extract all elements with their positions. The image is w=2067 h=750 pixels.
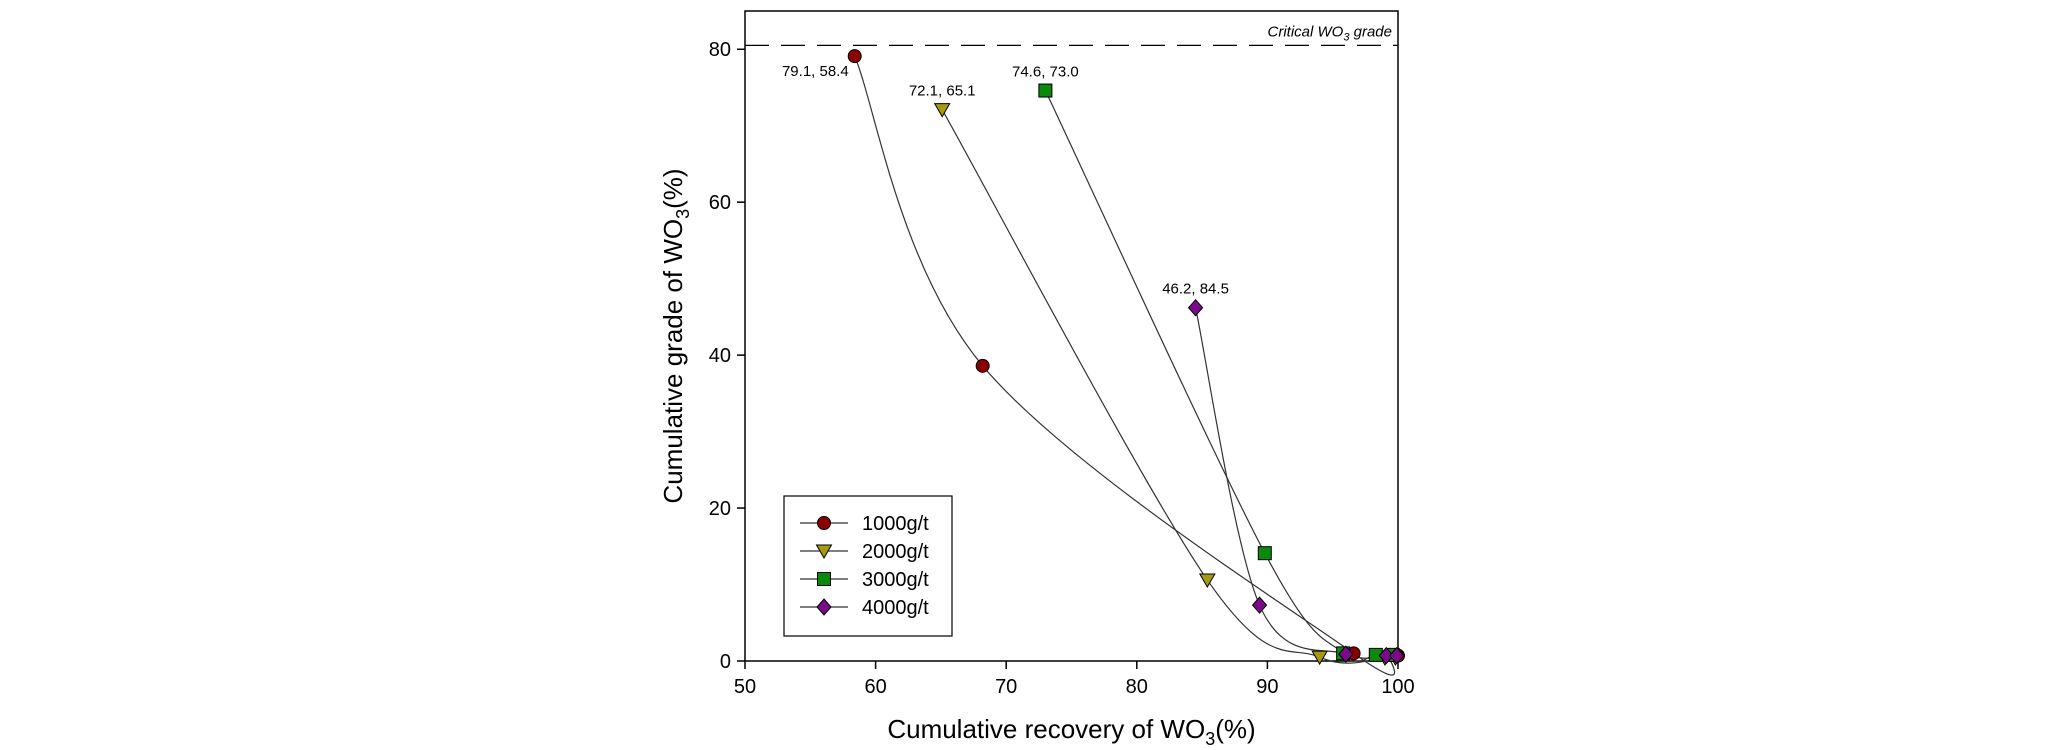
x-tick-label: 100	[1381, 676, 1414, 698]
data-point-4000g/t	[1338, 645, 1354, 663]
legend-marker	[817, 516, 831, 530]
data-point-3000g/t	[1257, 546, 1272, 561]
legend-entry: 2000g/t	[862, 541, 929, 563]
data-point-4000g/t	[1187, 298, 1204, 317]
data-point-4000g/t	[1389, 646, 1405, 665]
series-line-2000g/t	[941, 109, 1396, 664]
y-axis-title: Cumulative grade of WO3(%)	[658, 168, 693, 503]
x-tick-label: 70	[995, 676, 1017, 698]
data-point-1000g/t	[975, 358, 990, 373]
data-point-4000g/t	[1378, 646, 1394, 665]
x-tick-label: 90	[1256, 676, 1278, 698]
data-point-1000g/t	[847, 49, 862, 64]
y-tick-label: 0	[720, 651, 731, 673]
y-tick-label: 60	[709, 192, 731, 214]
critical-grade-label: Critical WO3 grade	[1268, 23, 1393, 43]
x-tick-label: 80	[1126, 676, 1148, 698]
legend-box	[783, 495, 953, 637]
point-annotation: 79.1, 58.4	[782, 63, 849, 80]
point-annotation: 46.2, 84.5	[1162, 281, 1229, 298]
series-markers	[847, 49, 1405, 666]
data-annotations: 79.1, 58.4 72.1, 65.1 74.6, 73.0 46.2, 84.5	[782, 63, 1229, 298]
y-tick-label: 20	[709, 498, 731, 520]
legend-marker	[817, 572, 831, 586]
y-tick-label: 40	[709, 345, 731, 367]
y-tick-label: 80	[709, 39, 731, 61]
legend-marker	[815, 544, 833, 560]
x-axis: 50 60 70 80 90 100	[734, 661, 1415, 698]
data-point-2000g/t	[1311, 650, 1329, 666]
point-annotation: 72.1, 65.1	[909, 83, 976, 100]
data-point-3000g/t	[1038, 83, 1053, 98]
y-axis: 0 20 40 60 80	[709, 39, 745, 673]
data-point-4000g/t	[1251, 596, 1268, 614]
legend-entry: 3000g/t	[862, 569, 929, 591]
legend: 1000g/t 2000g/t 3000g/t 4000g/t	[783, 495, 953, 637]
data-point-2000g/t	[1198, 573, 1216, 588]
plot-frame	[744, 10, 1399, 662]
x-tick-label: 60	[864, 676, 886, 698]
series-line-3000g/t	[1044, 90, 1393, 662]
legend-marker	[816, 598, 832, 616]
data-point-2000g/t	[933, 103, 951, 118]
x-axis-title: Cumulative recovery of WO3(%)	[887, 714, 1255, 749]
x-tick-label: 50	[734, 676, 756, 698]
legend-entry: 1000g/t	[862, 513, 929, 535]
legend-entry: 4000g/t	[862, 597, 929, 619]
point-annotation: 74.6, 73.0	[1012, 64, 1079, 81]
